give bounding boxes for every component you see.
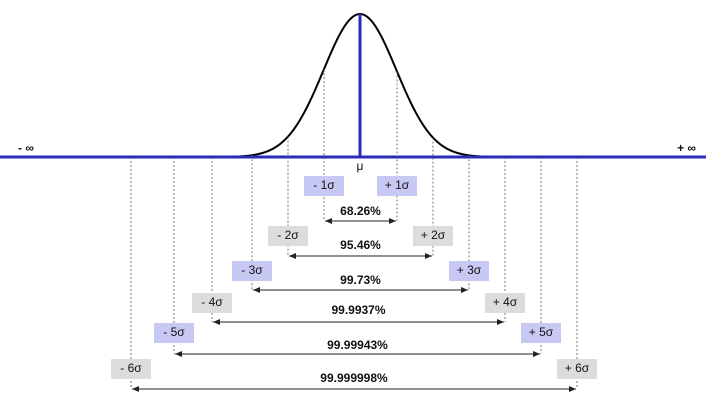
sigma-box [192,293,232,313]
sigma-label: + 2σ [421,228,446,242]
mean-label: μ [357,159,364,173]
sigma-label: - 1σ [313,178,335,192]
sigma-label: - 2σ [277,228,299,242]
sigma-label: + 6σ [565,361,590,375]
sigma-label: + 4σ [493,295,518,309]
sigma-box [111,359,151,379]
intervals: - 1σ + 1σ 68.26% - 2σ + 2σ 95.46% - 3σ + 3σ 99.7… [111,69,597,392]
coverage-label: 95.46% [340,238,381,252]
sigma-label: - 3σ [241,263,263,277]
sigma-box [377,176,417,196]
sigma-box [268,226,308,246]
coverage-label: 99.99943% [327,338,388,352]
left-infinity: - ∞ [18,141,34,155]
sigma-box [449,261,489,281]
coverage-label: 99.999998% [320,371,388,385]
sigma-box [557,359,597,379]
sigma-box [154,323,194,343]
sigma-box [521,323,561,343]
sigma-label: - 4σ [201,295,223,309]
coverage-label: 99.9937% [331,303,385,317]
sigma-box [304,176,344,196]
sigma-label: - 5σ [163,325,185,339]
sigma-label: - 6σ [120,361,142,375]
sigma-label: + 1σ [385,178,410,192]
sigma-box [485,293,525,313]
sigma-box [232,261,272,281]
coverage-label: 68.26% [340,204,381,218]
sigma-label: + 5σ [529,325,554,339]
coverage-label: 99.73% [340,273,381,287]
sigma-box [413,226,453,246]
sigma-label: + 3σ [457,263,482,277]
right-infinity: + ∞ [677,141,696,155]
